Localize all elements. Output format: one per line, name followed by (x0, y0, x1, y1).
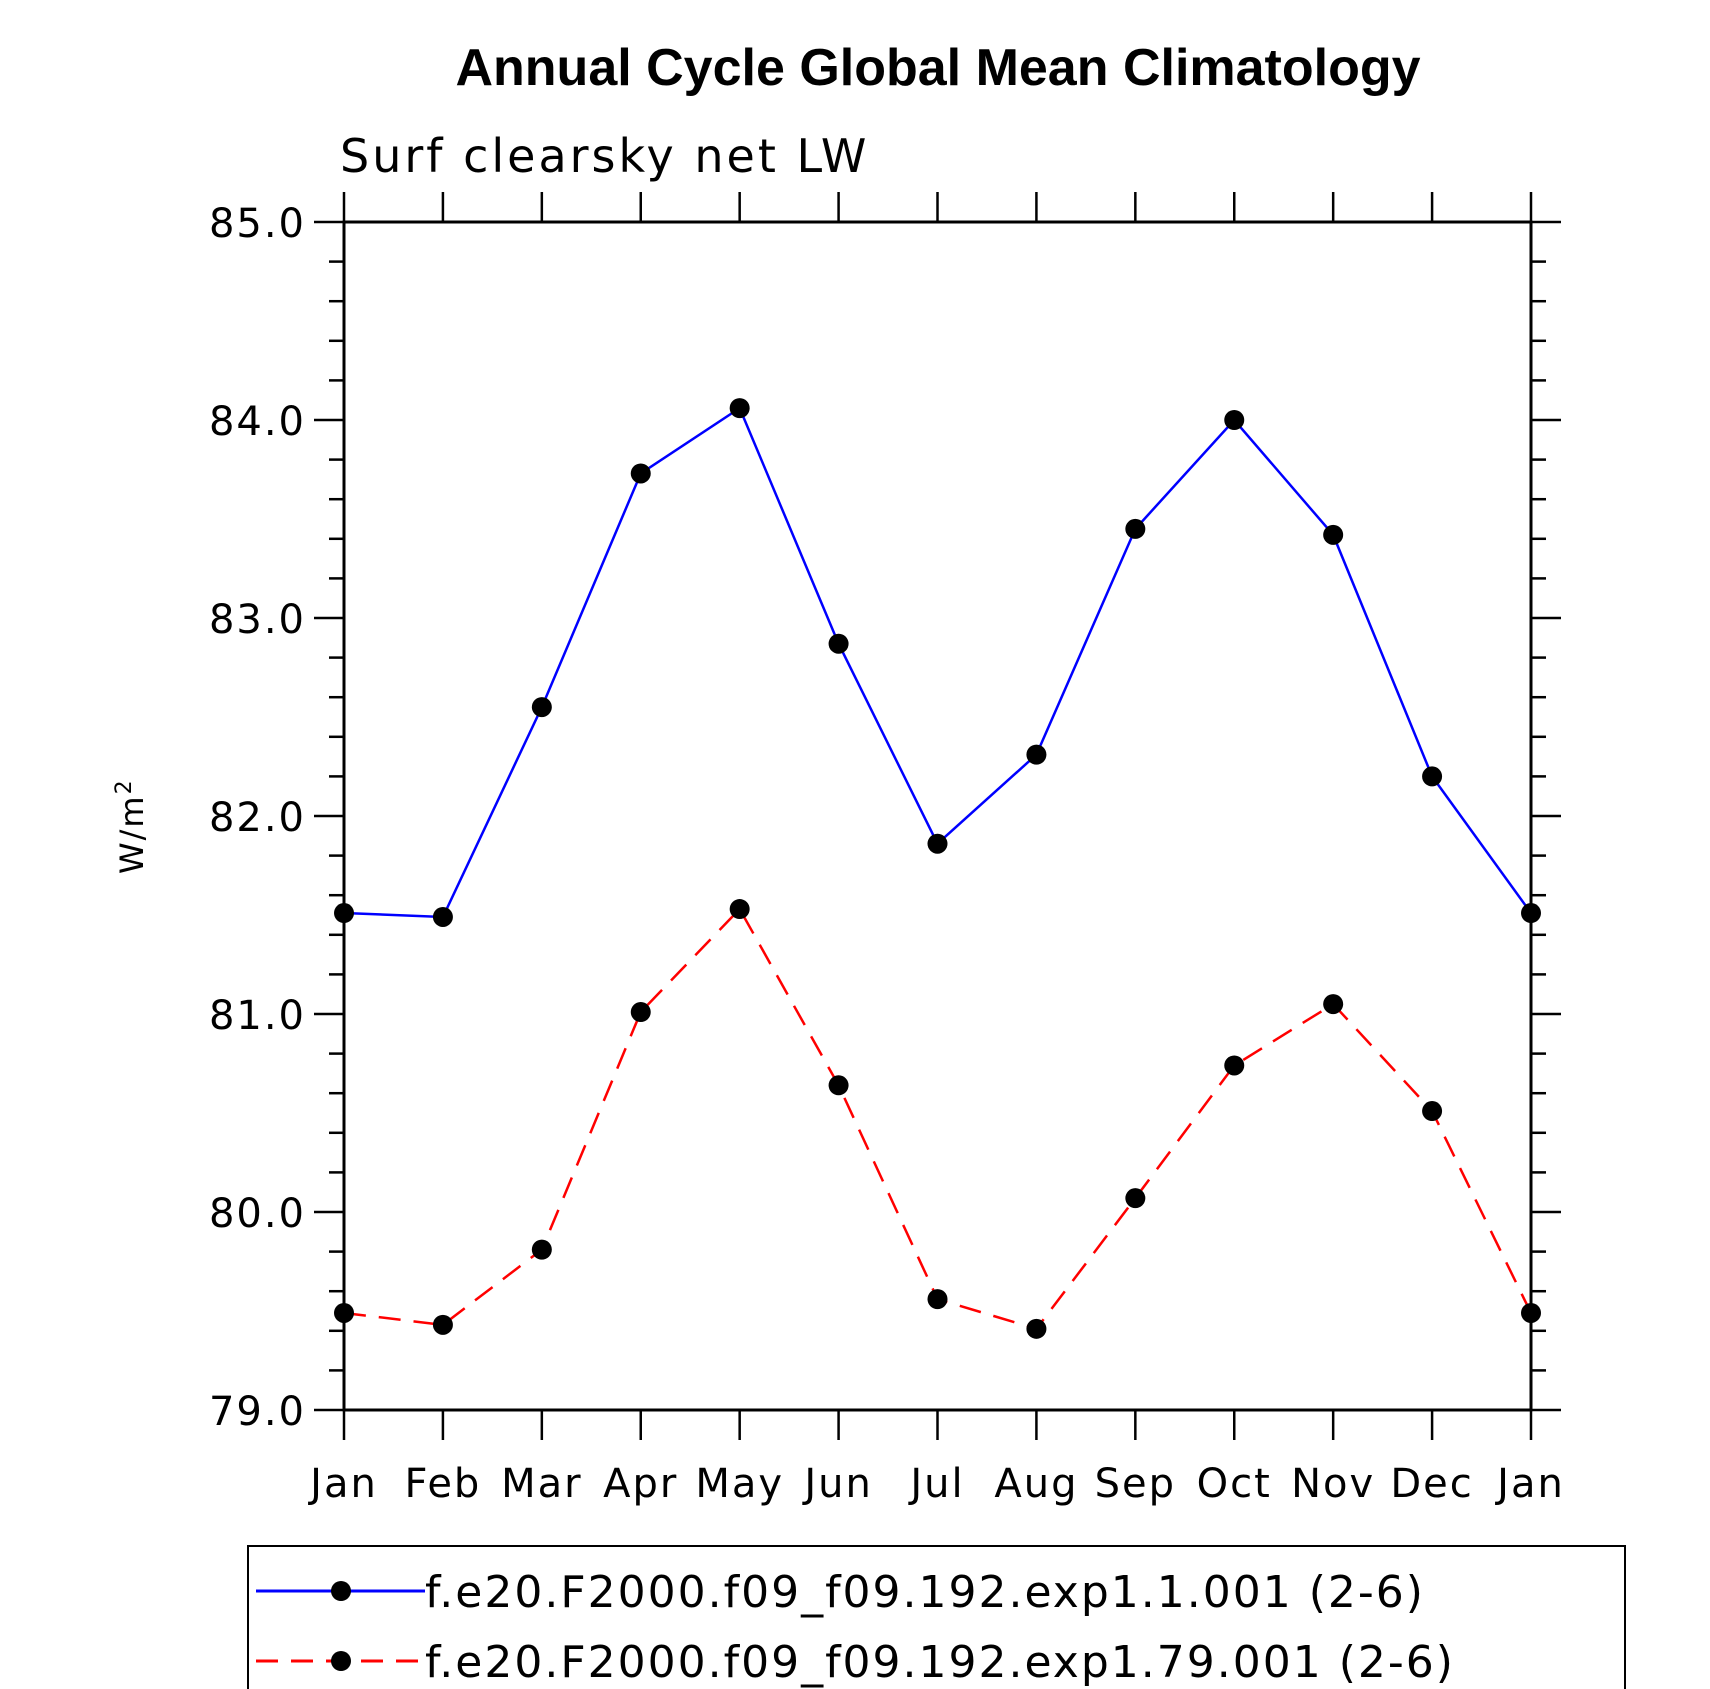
y-tick-label: 85.0 (209, 201, 306, 247)
series-1-point (1026, 744, 1047, 765)
series-1-point (927, 833, 948, 854)
x-tick-label: Mar (501, 1461, 582, 1507)
series-2-point (531, 1239, 552, 1260)
legend-marker-series-1 (331, 1581, 351, 1601)
legend-label-series-2: f.e20.F2000.f09_f09.192.exp1.79.001 (2-6… (425, 1637, 1455, 1688)
legend-marker-series-2 (331, 1651, 351, 1671)
y-axis-label-superscript: 2 (112, 778, 137, 794)
series-2-point (1422, 1101, 1443, 1122)
y-tick-label: 82.0 (209, 795, 306, 841)
y-tick-label: 80.0 (209, 1191, 306, 1237)
x-tick-label: May (695, 1461, 784, 1507)
series-layer (334, 398, 1541, 1339)
x-tick-label: Apr (603, 1461, 678, 1507)
series-1-point (630, 463, 651, 484)
series-2-point (1026, 1318, 1047, 1339)
y-axis-label: W/m2 (112, 778, 151, 874)
legend-box (247, 1545, 1626, 1689)
y-tick-label: 84.0 (209, 399, 306, 445)
x-tick-label: Jun (801, 1461, 873, 1507)
series-2-point (630, 1002, 651, 1023)
series-2-point (1125, 1188, 1146, 1209)
y-tick-labels: 79.0 80.0 81.0 82.0 83.0 84.0 85.0 (209, 201, 306, 1435)
svg-text:W/m2: W/m2 (112, 778, 151, 874)
x-tick-label: Dec (1390, 1461, 1473, 1507)
series-2-point (1323, 994, 1344, 1015)
y-tick-label: 79.0 (209, 1389, 306, 1435)
series-2-point (927, 1289, 948, 1310)
series-2-point (1224, 1055, 1245, 1076)
legend: f.e20.F2000.f09_f09.192.exp1.1.001 (2-6)… (247, 1545, 1626, 1689)
series-1-point (1422, 766, 1443, 787)
legend-label-series-1: f.e20.F2000.f09_f09.192.exp1.1.001 (2-6) (425, 1567, 1425, 1618)
x-tick-labels: Jan Feb Mar Apr May Jun Jul Aug Sep Oct Nov Dec Jan (307, 1461, 1565, 1507)
x-tick-label: Sep (1095, 1461, 1176, 1507)
chart-subtitle: Surf clearsky net LW (340, 129, 869, 183)
chart-title: Annual Cycle Global Mean Climatology (455, 39, 1420, 97)
x-tick-label: Feb (405, 1461, 482, 1507)
series-1-point (531, 697, 552, 718)
x-tick-label: Jan (1494, 1461, 1565, 1507)
plot-frame (342, 220, 1533, 1412)
series-1-point (1323, 524, 1344, 545)
series-2-point (432, 1314, 453, 1335)
series-1-point (432, 906, 453, 927)
minor-ticks (329, 260, 1546, 1372)
series-2-point (828, 1075, 849, 1096)
x-tick-label: Nov (1291, 1461, 1375, 1507)
x-tick-label: Aug (994, 1461, 1078, 1507)
x-tick-label: Oct (1197, 1461, 1272, 1507)
series-1-point (729, 398, 750, 419)
y-axis-label-text: W/m (113, 794, 151, 874)
series-2-point (729, 899, 750, 920)
y-tick-label: 81.0 (209, 993, 306, 1039)
series-line-2 (343, 906, 1533, 1331)
series-1-point (1125, 518, 1146, 539)
series-1-point (828, 633, 849, 654)
y-tick-label: 83.0 (209, 597, 306, 643)
x-tick-label: Jan (307, 1461, 378, 1507)
x-tick-label: Jul (907, 1461, 964, 1507)
series-1-point (1224, 410, 1245, 430)
major-ticks (314, 192, 1561, 1440)
